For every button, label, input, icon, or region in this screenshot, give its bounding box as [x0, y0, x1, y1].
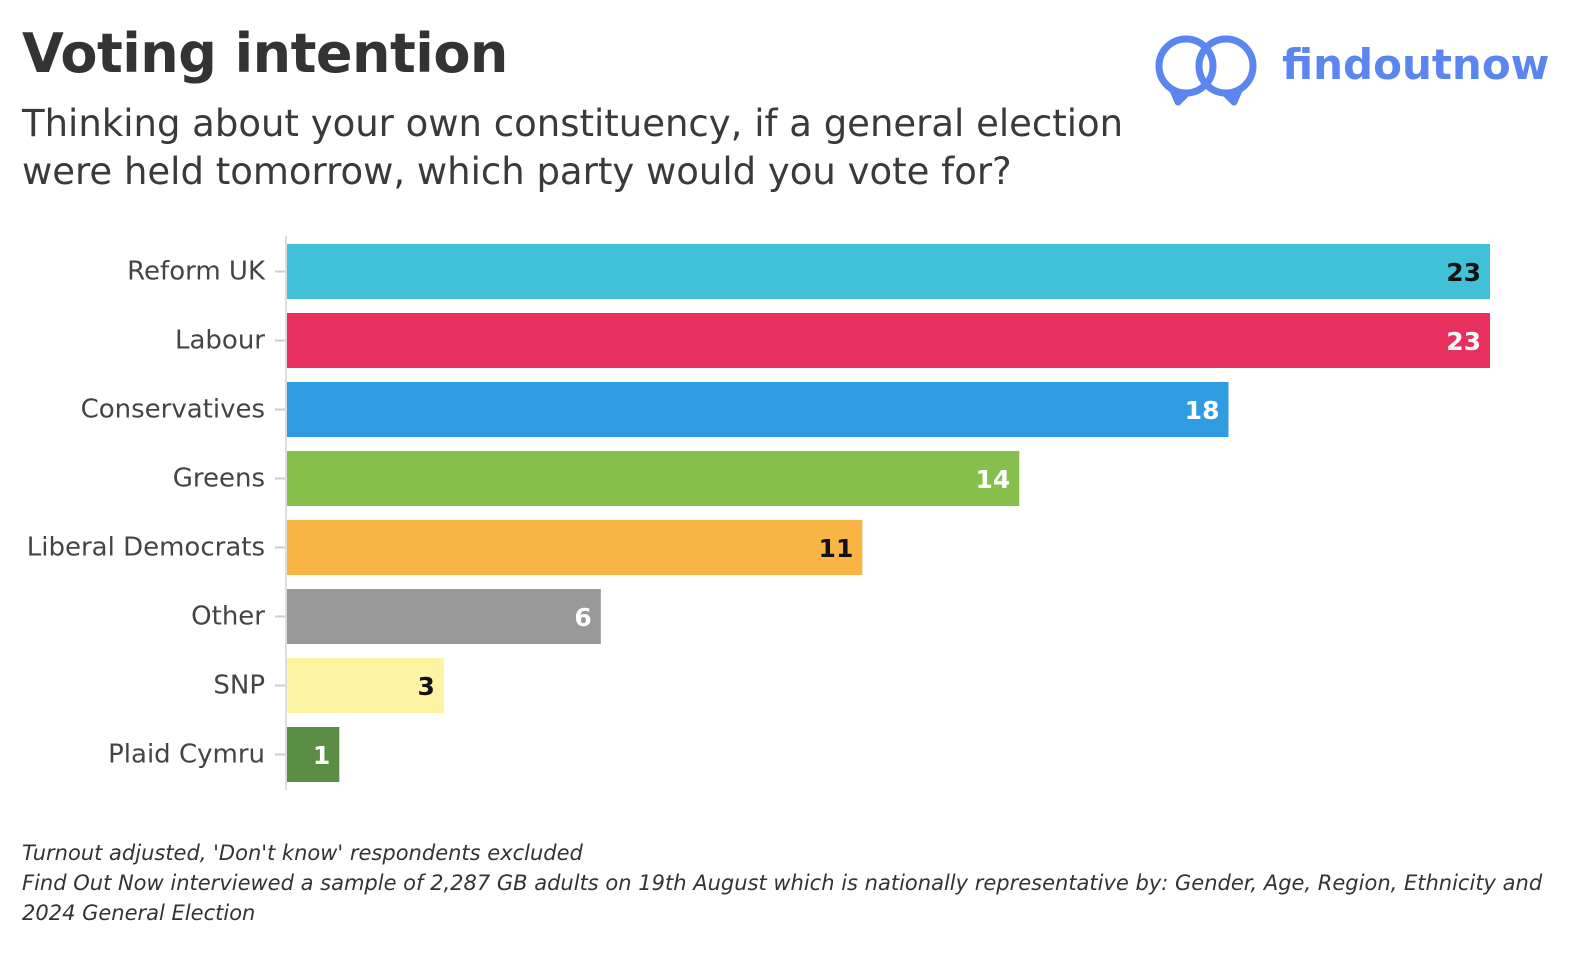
- findoutnow-logo: findoutnow: [1152, 28, 1572, 108]
- footnote: Turnout adjusted, 'Don't know' responden…: [22, 838, 1572, 928]
- bar: [287, 589, 601, 644]
- bar: [287, 520, 863, 575]
- footnote-line-2: Find Out Now interviewed a sample of 2,2…: [22, 871, 1543, 925]
- category-label: Plaid Cymru: [108, 740, 265, 770]
- category-label: Other: [191, 602, 265, 632]
- bar-chart: Reform UK 23 Labour 23 Conservatives 18 Greens…: [27, 236, 1490, 790]
- data-label: 18: [1185, 396, 1220, 425]
- category-label: Conservatives: [81, 395, 265, 425]
- data-label: 23: [1446, 258, 1481, 287]
- category-label: Reform UK: [127, 257, 266, 287]
- chart-subtitle: Thinking about your own constituency, if…: [22, 102, 1124, 193]
- data-label: 23: [1446, 327, 1481, 356]
- bar: [287, 727, 340, 782]
- data-label: 6: [574, 603, 591, 632]
- bar: [287, 382, 1229, 437]
- bar: [287, 313, 1490, 368]
- data-label: 3: [418, 672, 435, 701]
- data-label: 1: [313, 741, 330, 770]
- speech-bubbles-icon: [1155, 35, 1257, 106]
- category-label: Greens: [173, 464, 265, 494]
- bar: [287, 658, 444, 713]
- footnote-line-1: Turnout adjusted, 'Don't know' responden…: [22, 841, 583, 865]
- data-label: 11: [819, 534, 854, 563]
- category-label: SNP: [213, 671, 265, 701]
- data-label: 14: [975, 465, 1010, 494]
- category-label: Labour: [175, 326, 265, 356]
- bar: [287, 244, 1490, 299]
- logo-wordmark: findoutnow: [1282, 40, 1550, 89]
- bar: [287, 451, 1020, 506]
- chart-title: Voting intention: [22, 22, 508, 85]
- category-label: Liberal Democrats: [27, 533, 265, 563]
